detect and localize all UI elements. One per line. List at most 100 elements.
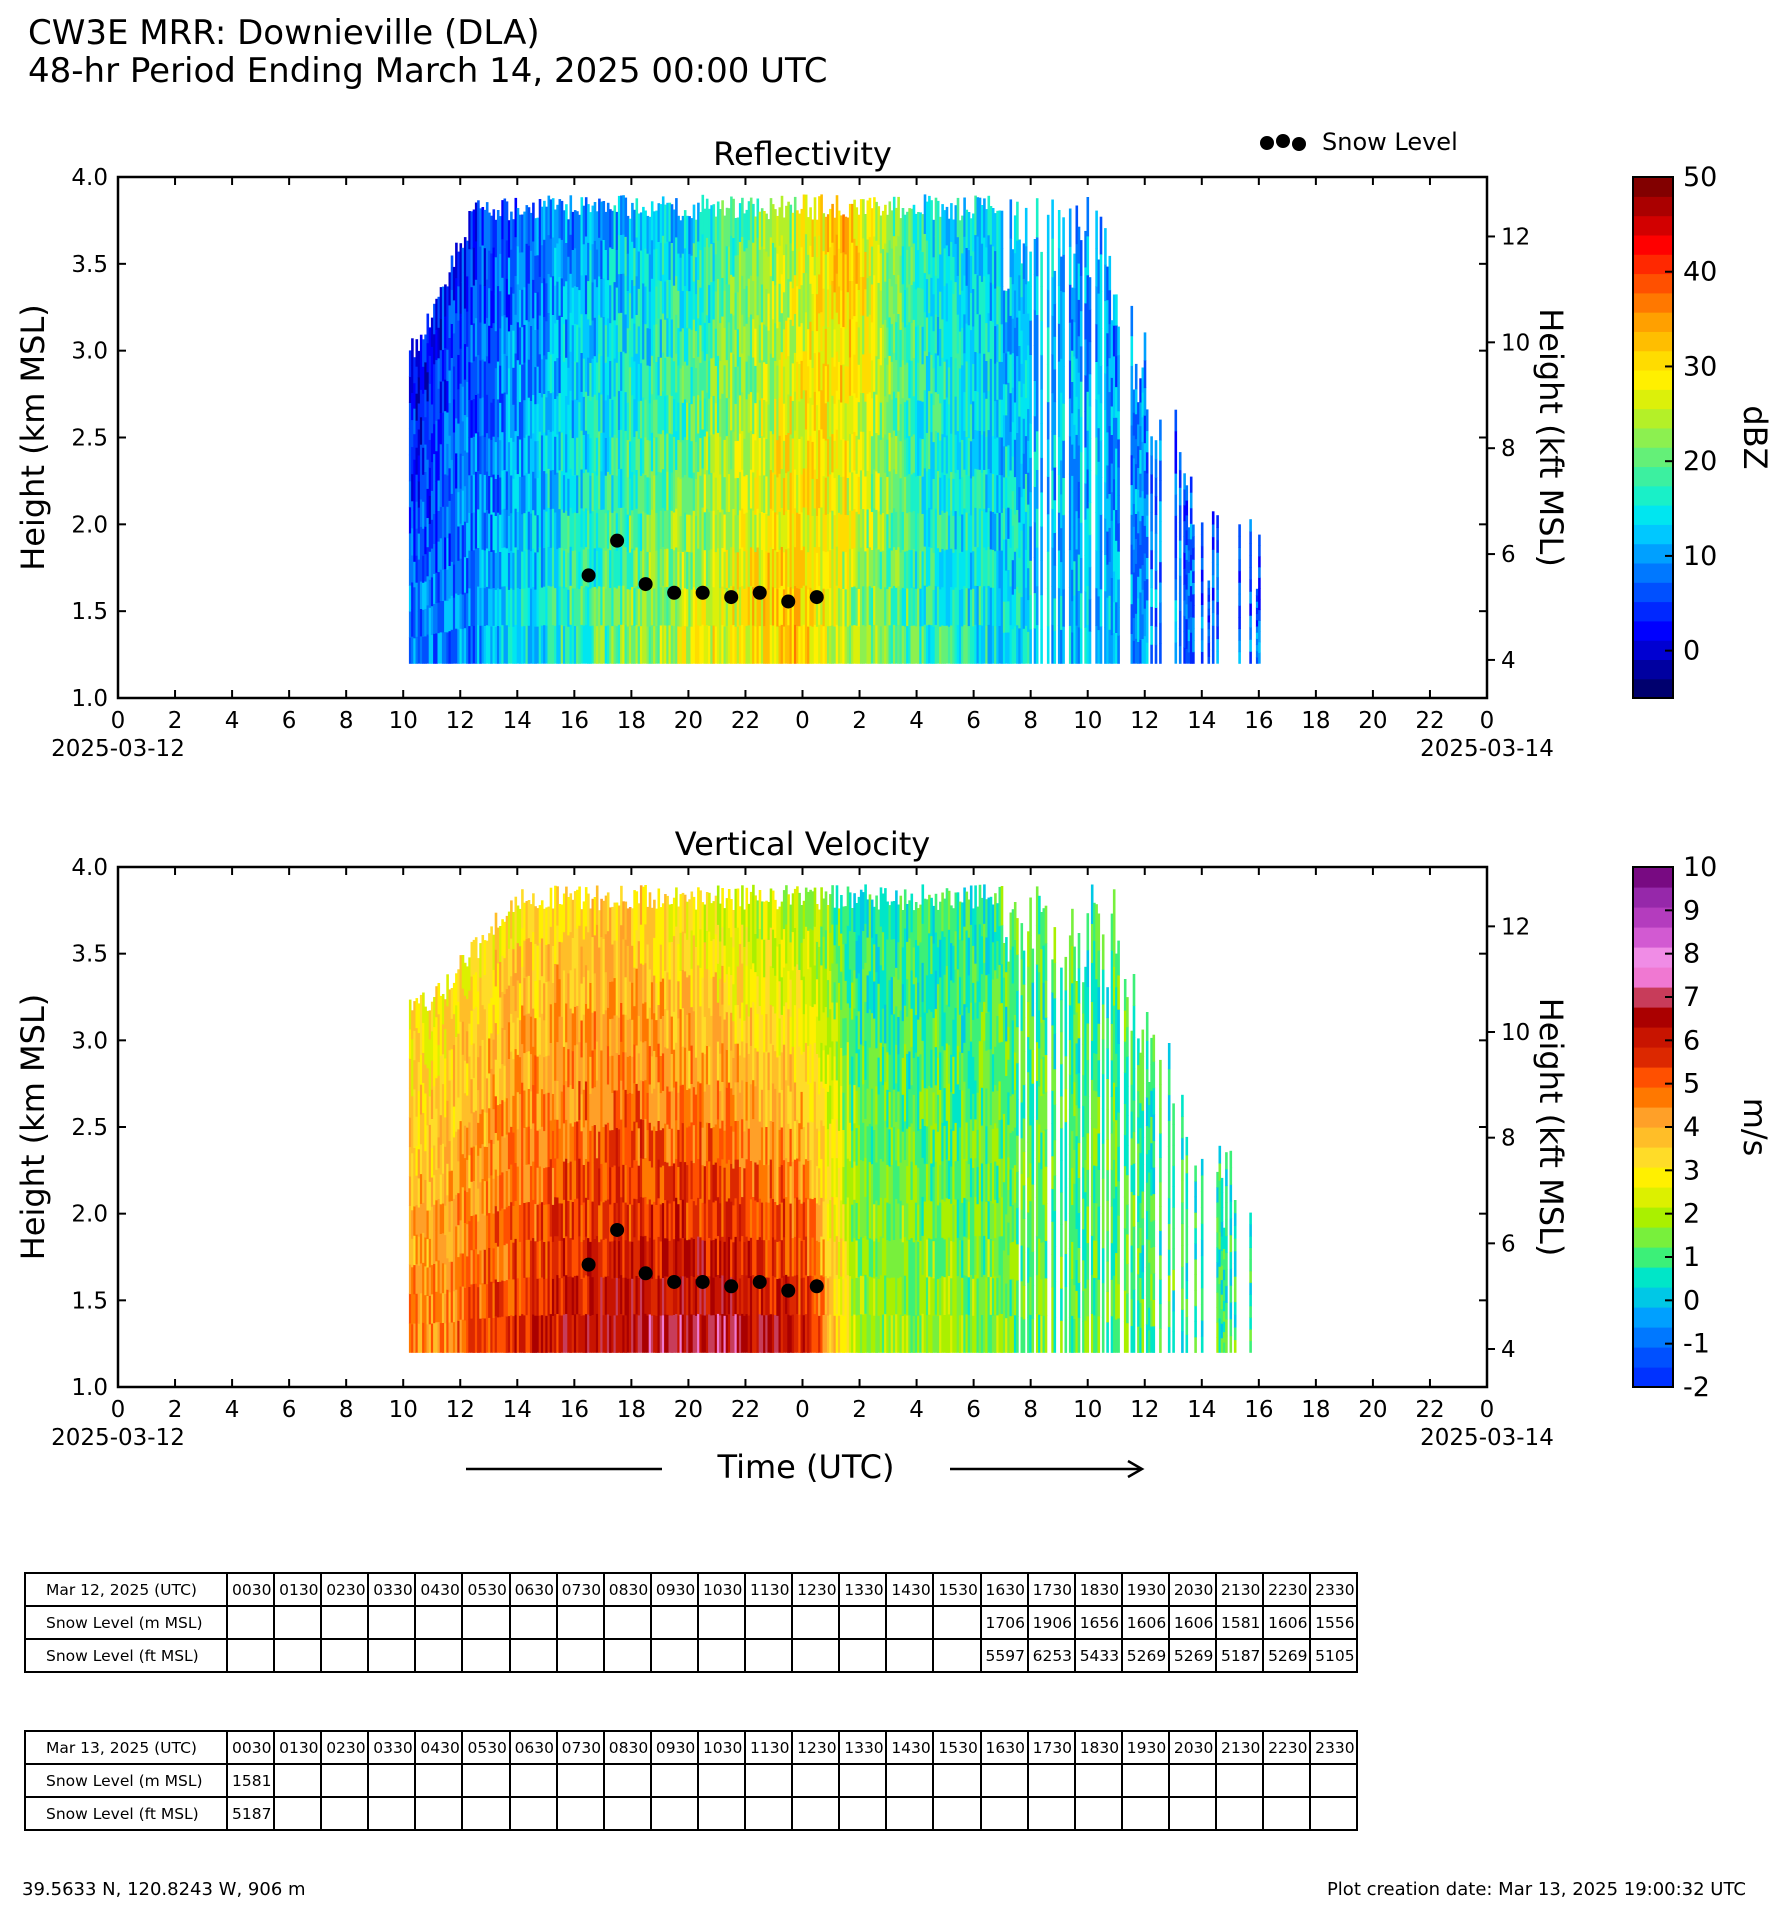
- refl-y-tick-label: 4.0: [71, 165, 108, 191]
- refl-colorbar-segment: [1633, 369, 1673, 390]
- table-value-cell: [932, 1796, 982, 1831]
- refl-x-tick-label: 12: [446, 708, 475, 734]
- vvel-colorbar-tick-label: -2: [1683, 1372, 1710, 1403]
- vvel-x-tick-label: 8: [339, 1397, 354, 1423]
- table-time-cell: 0830: [602, 1730, 652, 1765]
- table-value-cell: [1026, 1763, 1076, 1798]
- refl-snow-level-point: [695, 585, 710, 600]
- vvel-x-tick-label: 10: [1073, 1397, 1102, 1423]
- vvel-colorbar-segment: [1633, 1127, 1673, 1148]
- refl-colorbar-segment: [1633, 466, 1673, 487]
- table-time-cell: 1230: [791, 1730, 841, 1765]
- table-time-cell: 0130: [273, 1730, 323, 1765]
- refl-colorbar-segment: [1633, 524, 1673, 545]
- table-value-cell: [744, 1763, 794, 1798]
- table-time-cell: 0930: [649, 1730, 699, 1765]
- table-time-cell: 0130: [273, 1572, 323, 1607]
- station-location: 39.5633 N, 120.8243 W, 906 m: [22, 1879, 306, 1900]
- table-value-cell: [979, 1763, 1029, 1798]
- table-value-cell: [696, 1605, 747, 1640]
- table-value-cell: [320, 1638, 370, 1673]
- table-value-cell: [932, 1605, 982, 1640]
- table-value-cell: [1073, 1796, 1123, 1831]
- vvel-x-tick-label: 2: [852, 1397, 867, 1423]
- table-value-cell: [696, 1763, 747, 1798]
- refl-x-tick-label: 14: [503, 708, 532, 734]
- refl-snow-level-point: [724, 590, 739, 605]
- table-header-row: Mar 13, 2025 (UTC) 0030 0130 0230 0330 0430 05…: [24, 1730, 1359, 1765]
- refl-snow-level-point: [752, 585, 767, 600]
- refl-colorbar-tick-label: 30: [1683, 351, 1717, 382]
- vvel-colorbar-segment: [1633, 1007, 1673, 1028]
- table-time-cell: 1530: [932, 1572, 982, 1607]
- table-value-cell: 5269: [1167, 1638, 1217, 1673]
- refl-colorbar-segment: [1633, 505, 1673, 525]
- table-value-cell: 1606: [1262, 1605, 1312, 1640]
- table-value-cell: [885, 1796, 935, 1831]
- vvel-colorbar-tick-label: 3: [1683, 1155, 1700, 1186]
- refl-x-tick-label: 22: [1415, 708, 1444, 734]
- table-time-cell: 1830: [1073, 1730, 1123, 1765]
- table-time-cell: 0730: [555, 1730, 605, 1765]
- vvel-x-tick-label: 0: [795, 1397, 810, 1423]
- table-value-cell: [838, 1638, 888, 1673]
- table-time-cell: 0830: [602, 1572, 652, 1607]
- table-time-cell: 1730: [1026, 1572, 1076, 1607]
- table-value-cell: 1606: [1167, 1605, 1217, 1640]
- table-time-cell: 0230: [320, 1572, 370, 1607]
- vvel-colorbar-tick-label: 10: [1683, 852, 1717, 883]
- refl-y-tick-label: 2.5: [71, 426, 108, 452]
- table-row: Snow Level (m MSL) 1581: [24, 1763, 1359, 1798]
- table-row: Snow Level (m MSL) 1706 1906 1656 1606 1606 15…: [24, 1605, 1359, 1640]
- chart-title-line1: CW3E MRR: Downieville (DLA): [28, 13, 540, 53]
- vvel-x-tick-label: 6: [966, 1397, 981, 1423]
- table-time-cell: 0630: [508, 1572, 558, 1607]
- refl-x-tick-label: 16: [560, 708, 589, 734]
- table-value-cell: [273, 1638, 323, 1673]
- table-value-cell: 1581: [225, 1763, 276, 1798]
- refl-ylabel: Height (km MSL): [14, 304, 52, 571]
- table-value-cell: [791, 1763, 841, 1798]
- refl-x-tick-label: 4: [225, 708, 240, 734]
- vvel-colorbar-segment: [1633, 927, 1673, 948]
- vvel-colorbar-segment: [1633, 1107, 1673, 1128]
- vvel-x-tick-label: 18: [617, 1397, 646, 1423]
- refl-y-tick-label: 3.5: [71, 252, 108, 278]
- table-value-cell: [461, 1638, 511, 1673]
- table-value-cell: [744, 1638, 794, 1673]
- table-time-cell: 1130: [744, 1572, 794, 1607]
- table-value-cell: 1906: [1026, 1605, 1076, 1640]
- refl-colorbar-segment: [1633, 389, 1673, 410]
- refl-colorbar-segment: [1633, 177, 1673, 197]
- refl-x-tick-label: 6: [282, 708, 297, 734]
- refl-colorbar-tick-label: 0: [1683, 636, 1700, 667]
- vvel-x-tick-label: 14: [1187, 1397, 1216, 1423]
- vvel-colorbar-tick-label: 9: [1683, 895, 1700, 926]
- refl-x-tick-label: 0: [111, 708, 126, 734]
- table-time-cell: 0430: [414, 1730, 464, 1765]
- refl-colorbar-segment: [1633, 312, 1673, 332]
- table-time-cell: 1430: [885, 1572, 935, 1607]
- vvel-y-tick-label: 3.0: [71, 1028, 108, 1054]
- table-value-cell: 1556: [1309, 1605, 1359, 1640]
- vvel-colorbar-label: m/s: [1736, 1098, 1770, 1157]
- table-time-cell: 1330: [838, 1730, 888, 1765]
- refl-y-tick-label: 1.0: [71, 686, 108, 712]
- table-time-cell: 0230: [320, 1730, 370, 1765]
- table-value-cell: [1026, 1796, 1076, 1831]
- table-value-cell: [885, 1763, 935, 1798]
- table-time-cell: 1430: [885, 1730, 935, 1765]
- vvel-colorbar-tick-label: 1: [1683, 1242, 1700, 1273]
- table-row-label: Snow Level (ft MSL): [24, 1638, 228, 1673]
- table-time-cell: 1930: [1120, 1572, 1170, 1607]
- refl-heatmap: [408, 194, 1261, 664]
- refl-x-tick-label: 14: [1187, 708, 1216, 734]
- table-value-cell: [461, 1796, 511, 1831]
- refl-x-date-end: 2025-03-14: [1420, 736, 1554, 762]
- refl-colorbar-segment: [1633, 678, 1673, 699]
- table-time-cell: 0330: [367, 1730, 417, 1765]
- vvel-x-tick-label: 0: [1480, 1397, 1495, 1423]
- vvel-colorbar-segment: [1633, 1167, 1673, 1188]
- refl-x-tick-label: 6: [966, 708, 981, 734]
- refl-x-tick-label: 8: [339, 708, 354, 734]
